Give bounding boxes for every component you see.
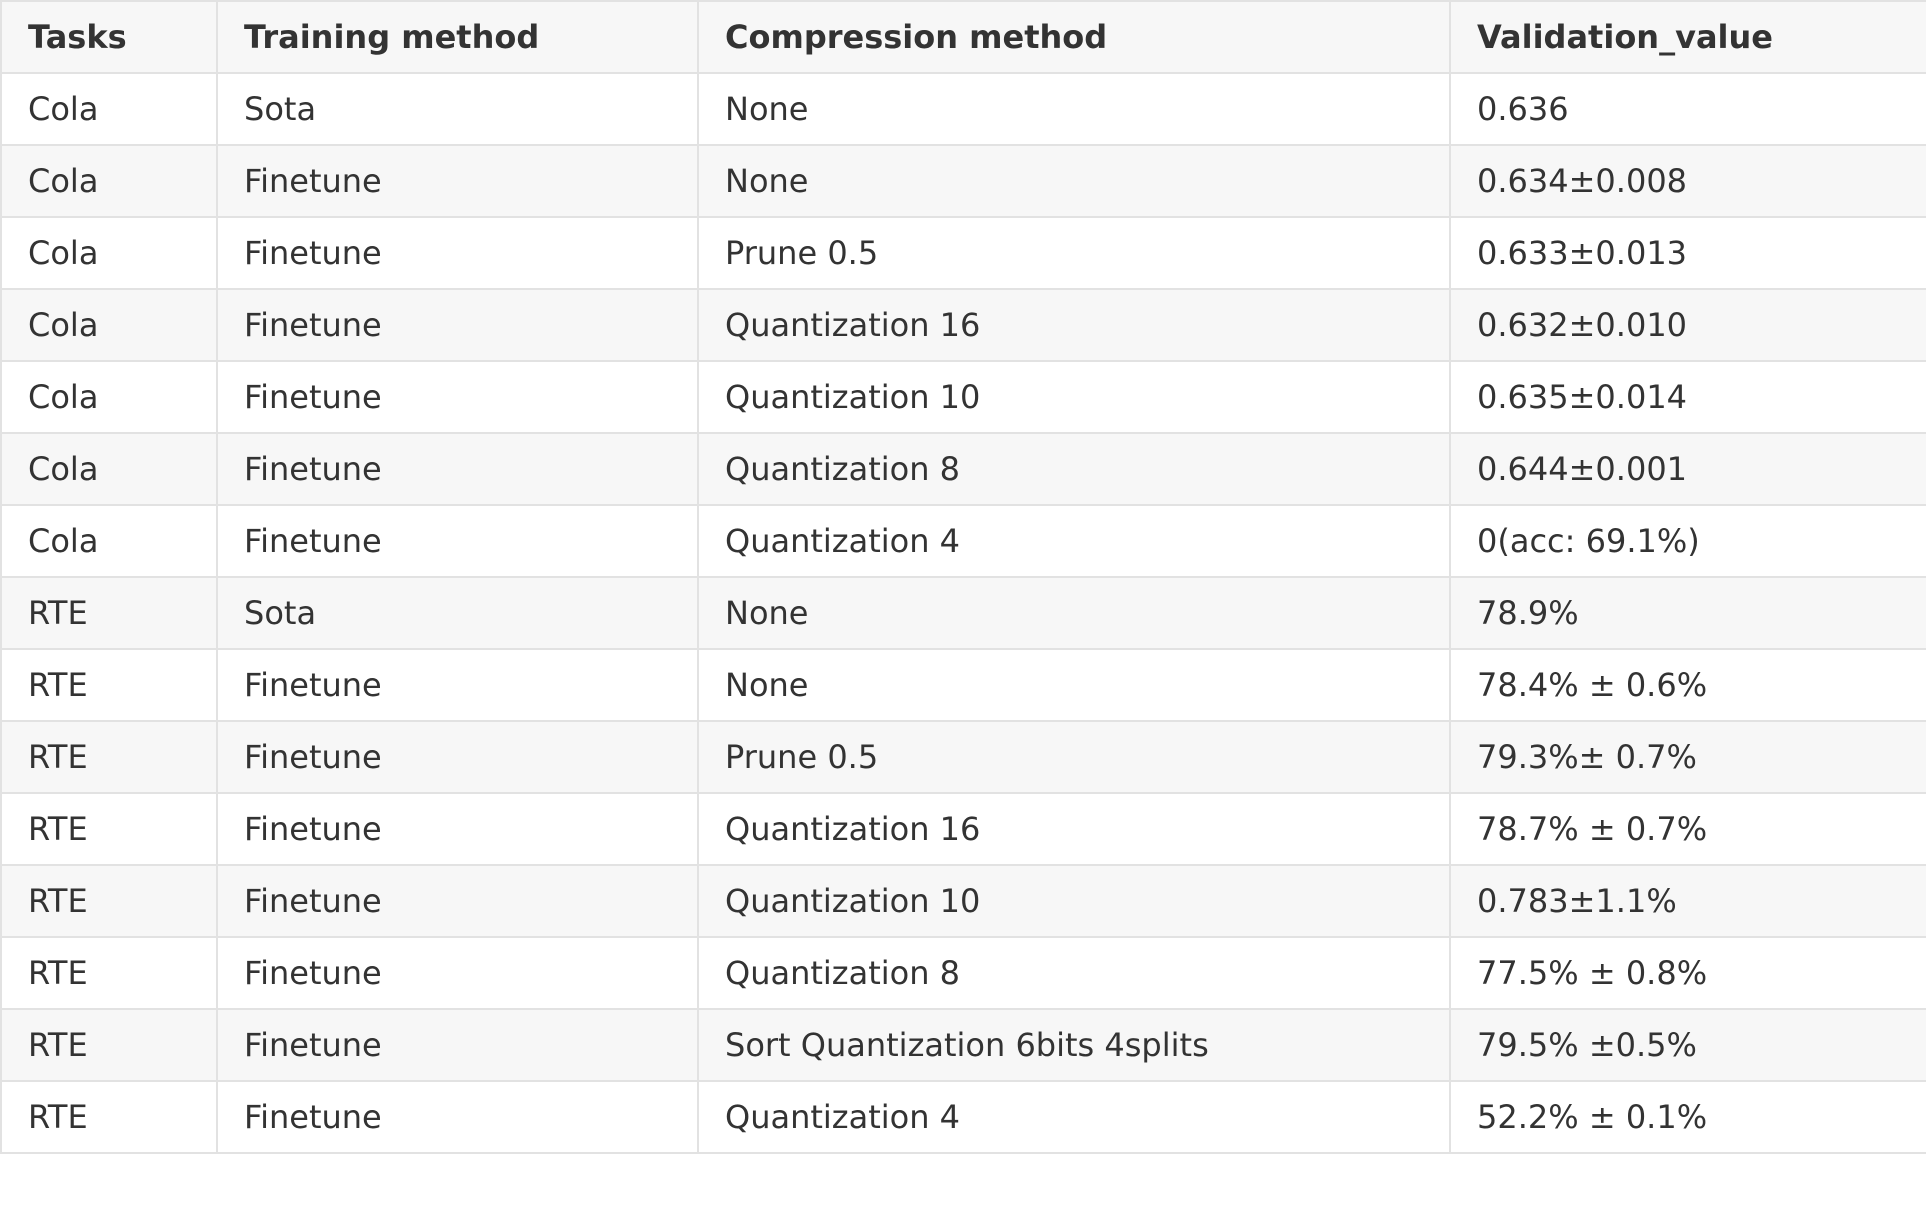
- cell-training-method: Finetune: [216, 216, 699, 290]
- cell-task: RTE: [0, 648, 218, 722]
- results-table: Tasks Training method Compression method…: [0, 0, 1926, 1154]
- cell-task: Cola: [0, 72, 218, 146]
- cell-task: Cola: [0, 216, 218, 290]
- table-row: Cola Finetune Quantization 4 0(acc: 69.1%): [0, 504, 1926, 578]
- cell-task: Cola: [0, 432, 218, 506]
- cell-compression-method: Quantization 16: [697, 288, 1451, 362]
- cell-compression-method: Quantization 8: [697, 432, 1451, 506]
- cell-training-method: Sota: [216, 72, 699, 146]
- cell-training-method: Finetune: [216, 792, 699, 866]
- cell-task: RTE: [0, 936, 218, 1010]
- table-row: RTE Finetune Quantization 4 52.2% ± 0.1%: [0, 1080, 1926, 1154]
- table-row: RTE Finetune Prune 0.5 79.3%± 0.7%: [0, 720, 1926, 794]
- cell-validation-value: 0.635±0.014: [1449, 360, 1926, 434]
- cell-training-method: Finetune: [216, 936, 699, 1010]
- cell-validation-value: 0.636: [1449, 72, 1926, 146]
- cell-compression-method: Quantization 10: [697, 360, 1451, 434]
- cell-validation-value: 0.633±0.013: [1449, 216, 1926, 290]
- cell-training-method: Sota: [216, 576, 699, 650]
- cell-validation-value: 52.2% ± 0.1%: [1449, 1080, 1926, 1154]
- cell-task: Cola: [0, 504, 218, 578]
- cell-task: Cola: [0, 144, 218, 218]
- cell-training-method: Finetune: [216, 288, 699, 362]
- table-row: Cola Sota None 0.636: [0, 72, 1926, 146]
- cell-validation-value: 0.632±0.010: [1449, 288, 1926, 362]
- cell-task: RTE: [0, 720, 218, 794]
- table-row: RTE Finetune Sort Quantization 6bits 4spli…: [0, 1008, 1926, 1082]
- cell-task: Cola: [0, 288, 218, 362]
- header-validation-value: Validation_value: [1449, 0, 1926, 74]
- cell-training-method: Finetune: [216, 648, 699, 722]
- table-row: RTE Finetune None 78.4% ± 0.6%: [0, 648, 1926, 722]
- table-row: Cola Finetune Prune 0.5 0.633±0.013: [0, 216, 1926, 290]
- header-row: Tasks Training method Compression method…: [0, 0, 1926, 74]
- cell-validation-value: 0.783±1.1%: [1449, 864, 1926, 938]
- table-row: RTE Sota None 78.9%: [0, 576, 1926, 650]
- cell-compression-method: Quantization 10: [697, 864, 1451, 938]
- header-compression-method: Compression method: [697, 0, 1451, 74]
- cell-task: Cola: [0, 360, 218, 434]
- header-training-method: Training method: [216, 0, 699, 74]
- cell-validation-value: 77.5% ± 0.8%: [1449, 936, 1926, 1010]
- table-body: Cola Sota None 0.636 Cola Finetune None 0.634±0…: [0, 72, 1926, 1154]
- cell-task: RTE: [0, 792, 218, 866]
- cell-training-method: Finetune: [216, 360, 699, 434]
- cell-compression-method: Sort Quantization 6bits 4splits: [697, 1008, 1451, 1082]
- table-row: Cola Finetune Quantization 16 0.632±0.010: [0, 288, 1926, 362]
- cell-compression-method: None: [697, 648, 1451, 722]
- cell-training-method: Finetune: [216, 144, 699, 218]
- cell-validation-value: 79.3%± 0.7%: [1449, 720, 1926, 794]
- cell-task: RTE: [0, 1080, 218, 1154]
- cell-validation-value: 0(acc: 69.1%): [1449, 504, 1926, 578]
- table-row: RTE Finetune Quantization 8 77.5% ± 0.8%: [0, 936, 1926, 1010]
- results-table-container: Tasks Training method Compression method…: [0, 0, 1926, 1154]
- table-row: RTE Finetune Quantization 16 78.7% ± 0.7%: [0, 792, 1926, 866]
- cell-task: RTE: [0, 864, 218, 938]
- cell-compression-method: Quantization 4: [697, 504, 1451, 578]
- cell-training-method: Finetune: [216, 1008, 699, 1082]
- cell-validation-value: 78.4% ± 0.6%: [1449, 648, 1926, 722]
- cell-validation-value: 79.5% ±0.5%: [1449, 1008, 1926, 1082]
- table-header: Tasks Training method Compression method…: [0, 0, 1926, 74]
- cell-compression-method: Quantization 16: [697, 792, 1451, 866]
- cell-compression-method: Quantization 4: [697, 1080, 1451, 1154]
- cell-validation-value: 0.644±0.001: [1449, 432, 1926, 506]
- cell-task: RTE: [0, 1008, 218, 1082]
- cell-training-method: Finetune: [216, 1080, 699, 1154]
- table-row: Cola Finetune None 0.634±0.008: [0, 144, 1926, 218]
- cell-training-method: Finetune: [216, 864, 699, 938]
- table-row: Cola Finetune Quantization 10 0.635±0.014: [0, 360, 1926, 434]
- cell-compression-method: None: [697, 144, 1451, 218]
- cell-validation-value: 78.7% ± 0.7%: [1449, 792, 1926, 866]
- cell-training-method: Finetune: [216, 432, 699, 506]
- cell-training-method: Finetune: [216, 720, 699, 794]
- cell-compression-method: Prune 0.5: [697, 720, 1451, 794]
- header-tasks: Tasks: [0, 0, 218, 74]
- table-row: RTE Finetune Quantization 10 0.783±1.1%: [0, 864, 1926, 938]
- cell-compression-method: None: [697, 72, 1451, 146]
- cell-compression-method: None: [697, 576, 1451, 650]
- cell-compression-method: Quantization 8: [697, 936, 1451, 1010]
- cell-compression-method: Prune 0.5: [697, 216, 1451, 290]
- cell-validation-value: 0.634±0.008: [1449, 144, 1926, 218]
- cell-validation-value: 78.9%: [1449, 576, 1926, 650]
- cell-training-method: Finetune: [216, 504, 699, 578]
- table-row: Cola Finetune Quantization 8 0.644±0.001: [0, 432, 1926, 506]
- cell-task: RTE: [0, 576, 218, 650]
